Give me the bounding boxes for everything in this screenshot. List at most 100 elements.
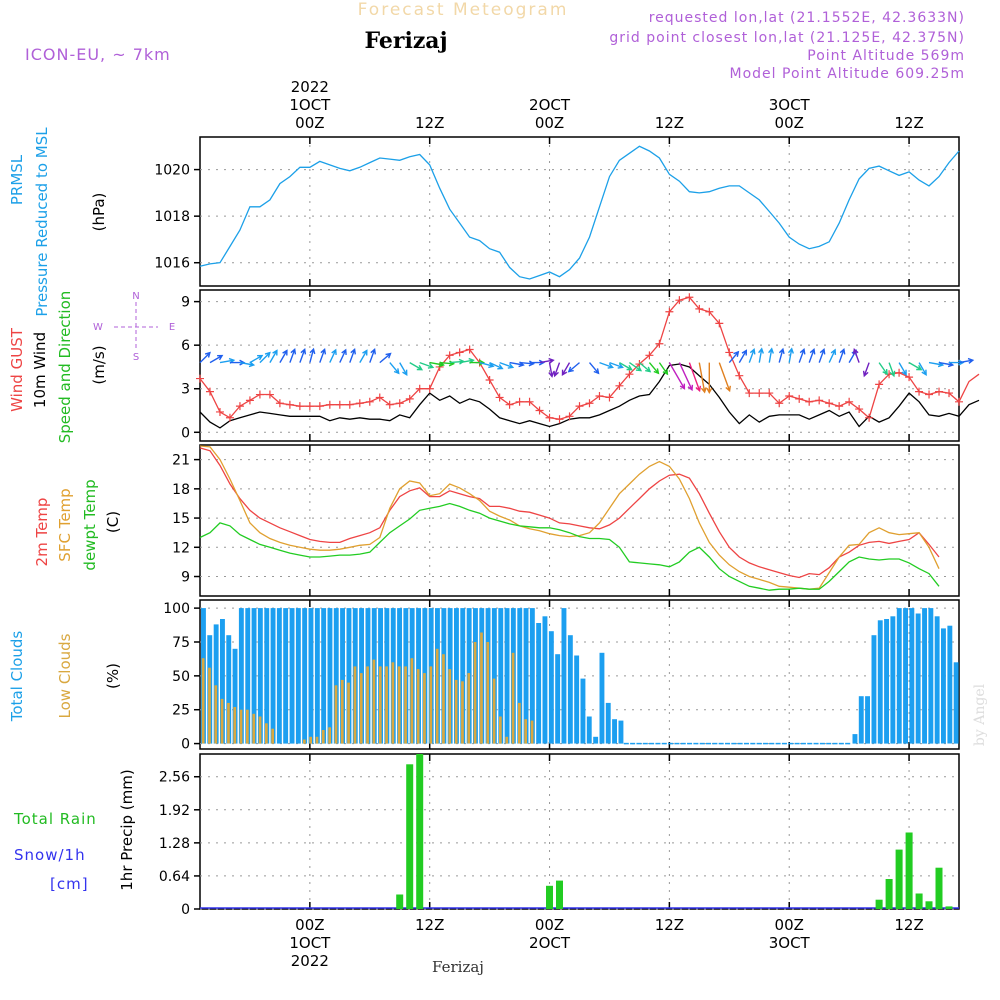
cloud-low-bar — [530, 720, 534, 744]
cloud-low-bar — [309, 736, 312, 744]
time-top-label: 12Z — [655, 114, 684, 132]
time-bottom-label: 00Z — [775, 916, 804, 934]
wind-speed-line — [199, 363, 980, 429]
wind-direction-arrow — [349, 348, 356, 363]
watermark: by Angel — [972, 683, 988, 746]
wind-direction-arrow — [499, 361, 515, 369]
wind-gust-marker — [875, 380, 884, 389]
wind-gust-marker — [555, 415, 564, 424]
footer-location: Ferizaj — [432, 958, 484, 976]
cloud-total-bar — [257, 608, 263, 744]
cloud-low-bar — [423, 673, 426, 744]
rain-bar — [416, 754, 424, 909]
rain-bar — [895, 849, 903, 909]
cloud-total-bar — [460, 608, 466, 744]
wind-gust-marker — [355, 399, 364, 408]
precip-rain-label: Total Rain — [13, 810, 97, 828]
wind-direction-arrow — [787, 347, 794, 363]
wind-gust-marker — [625, 370, 634, 379]
cloud-total-bar — [289, 608, 295, 744]
wind-gust-marker — [795, 394, 804, 403]
compass-n: N — [132, 291, 139, 302]
cloud-total-bar — [302, 608, 308, 744]
cloud-low-bar — [353, 666, 357, 744]
cloud-low-bar — [328, 727, 331, 744]
cloud-total-bar — [934, 616, 940, 744]
cloud-total-bar — [941, 628, 946, 744]
wind-gust-marker — [445, 351, 454, 360]
wind-direction-arrow — [818, 348, 826, 363]
cloud-total-bar — [896, 608, 902, 744]
precip-ytick-label: 0 — [181, 902, 190, 918]
wind-gust-marker — [845, 397, 854, 406]
wind-gust-marker — [525, 397, 534, 406]
wind-gust-marker — [345, 400, 354, 409]
temp-panel: 9 12 15 18 21 2m Temp SFC Temp dewpt Temp (C… — [33, 444, 960, 597]
wind-direction-arrow — [918, 362, 927, 376]
cloud-total-bar — [308, 608, 314, 744]
cloud-total-bar — [580, 678, 586, 744]
cloud-total-bar — [928, 608, 934, 744]
temp-dew-line — [199, 502, 940, 591]
cloud-low-bar — [385, 666, 388, 744]
wind-gust-marker — [585, 399, 594, 408]
time-top-label: 1OCT — [289, 96, 331, 114]
clouds-total-label: Total Clouds — [8, 631, 26, 723]
cloud-low-bar — [214, 685, 218, 744]
cloud-low-bar — [366, 666, 369, 744]
wind-gust-marker — [275, 399, 284, 408]
time-top-label: 12Z — [894, 114, 923, 132]
wind-direction-arrow — [808, 348, 816, 363]
cloud-low-bar — [378, 666, 382, 744]
wind-direction-arrow — [588, 362, 600, 375]
cloud-total-bar — [915, 613, 921, 744]
cloud-low-bar — [208, 667, 211, 744]
compass-s: S — [133, 352, 139, 363]
temp-sfc-line — [199, 445, 940, 590]
temp-ytick-label: 18 — [172, 482, 190, 498]
wind-gust-marker — [505, 400, 514, 409]
cloud-low-bar — [518, 702, 521, 744]
time-bottom-label: 12Z — [415, 916, 444, 934]
wind-direction-arrow — [768, 347, 774, 363]
wind-direction-arrow — [419, 361, 435, 369]
wind-gust-marker — [865, 413, 874, 422]
wind-gust-marker — [605, 393, 614, 402]
cloud-total-bar — [226, 635, 232, 744]
wind-ytick-label: 3 — [181, 382, 190, 398]
clouds-frame — [199, 599, 960, 750]
cloud-total-bar — [605, 702, 611, 744]
precip-ytick-label: 1.28 — [159, 836, 190, 852]
wind-direction-arrow — [329, 348, 337, 363]
wind-gust-marker — [695, 304, 704, 313]
temp-unit: (C) — [104, 511, 122, 533]
cloud-low-bar — [227, 702, 230, 744]
wind-gust-marker — [775, 399, 784, 408]
cloud-low-bar — [271, 728, 274, 744]
cloud-total-bar — [555, 654, 561, 744]
wind-gust-marker — [485, 376, 494, 385]
model-label: ICON-EU, ~ 7km — [25, 45, 171, 64]
wind-gust-marker — [245, 396, 254, 405]
time-top-label: 00Z — [535, 114, 564, 132]
forecast-title: Forecast Meteogram — [358, 0, 569, 20]
wind-direction-arrow — [339, 348, 347, 363]
wind-direction-arrow — [259, 351, 271, 364]
time-bottom-label: 12Z — [655, 916, 684, 934]
compass-w: W — [93, 322, 103, 333]
cloud-low-bar — [448, 669, 452, 744]
compass-rose: N S W E — [93, 291, 175, 363]
time-top-label: 2OCT — [529, 96, 571, 114]
point-altitude: Point Altitude 569m — [807, 48, 965, 64]
temp-sfc-label: SFC Temp — [56, 488, 74, 561]
cloud-total-bar — [877, 620, 883, 744]
clouds-low-label: Low Clouds — [56, 633, 74, 718]
wind-direction-arrow — [838, 348, 846, 363]
wind-direction-arrow — [698, 362, 707, 394]
pressure-label-prmsl: PRMSL — [8, 154, 26, 205]
rain-bar — [406, 764, 414, 909]
wind-gust-marker — [285, 400, 294, 409]
temp-frame — [199, 444, 960, 597]
cloud-total-bar — [548, 631, 554, 744]
